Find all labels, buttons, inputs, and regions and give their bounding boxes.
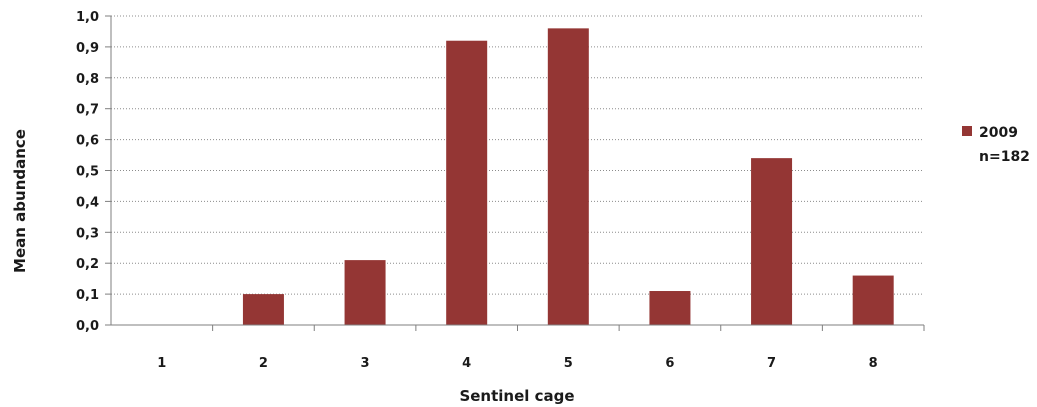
- bar: [751, 158, 793, 325]
- legend-label-n: n=182: [979, 149, 1030, 165]
- y-tick-label: 0,3: [76, 226, 99, 241]
- x-tick-label: 5: [564, 356, 573, 371]
- y-axis-ticks: 0,0 0,1 0,2 0,3 0,4 0,5 0,6 0,7 0,8 0,9 1,0: [76, 10, 111, 334]
- x-tick-label: 3: [361, 356, 370, 371]
- bar: [242, 294, 284, 325]
- y-tick-label: 0,1: [76, 288, 99, 303]
- y-tick-label: 1,0: [76, 10, 99, 25]
- x-tick-label: 8: [869, 356, 878, 371]
- x-axis-title: Sentinel cage: [459, 387, 574, 405]
- y-tick-label: 0,9: [76, 41, 99, 56]
- x-axis-ticks: 1 2 3 4 5 6 7 8: [157, 325, 925, 371]
- bars: [242, 28, 894, 326]
- x-tick-label: 4: [462, 356, 471, 371]
- bar: [446, 40, 488, 325]
- x-tick-label: 1: [157, 356, 166, 371]
- y-tick-label: 0,0: [76, 319, 99, 334]
- bar: [547, 28, 589, 326]
- x-tick-label: 6: [665, 356, 674, 371]
- bar: [852, 275, 894, 325]
- legend-label-series: 2009: [979, 125, 1018, 141]
- bar: [344, 260, 386, 325]
- x-tick-label: 7: [767, 356, 776, 371]
- legend: 2009 n=182: [962, 125, 1030, 165]
- y-tick-label: 0,8: [76, 72, 99, 87]
- y-tick-label: 0,7: [76, 103, 99, 118]
- y-axis-title: Mean abundance: [11, 129, 29, 273]
- y-tick-label: 0,6: [76, 134, 99, 149]
- y-tick-label: 0,2: [76, 257, 99, 272]
- gridlines: [111, 15, 924, 295]
- bar: [649, 291, 691, 325]
- y-tick-label: 0,5: [76, 165, 99, 180]
- y-tick-label: 0,4: [76, 195, 99, 210]
- x-tick-label: 2: [259, 356, 268, 371]
- legend-swatch: [962, 126, 972, 136]
